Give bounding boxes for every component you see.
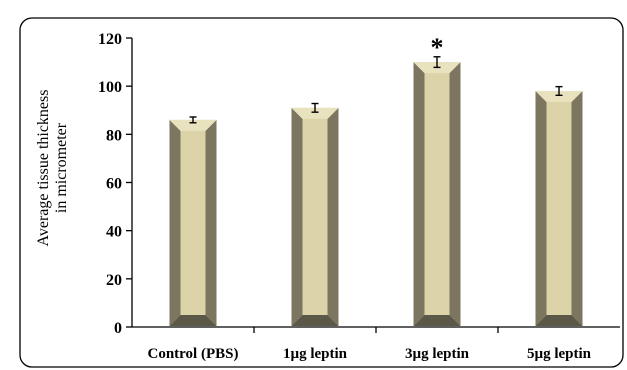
bar-top-bevel: [169, 119, 217, 131]
bar-side-right: [205, 119, 217, 326]
bar-side-right: [449, 62, 461, 326]
y-tick-label: 0: [114, 320, 122, 337]
x-category-label: 1µg leptin: [283, 346, 348, 362]
bar-side-right: [571, 90, 583, 326]
x-category-label: 5µg leptin: [527, 346, 592, 362]
y-tick-label: 20: [106, 272, 122, 289]
bar-top-bevel: [535, 90, 583, 102]
bar-group: [291, 102, 339, 326]
significance-asterisk: *: [431, 33, 444, 62]
y-axis-title-line-1: Average tissue thickness: [35, 90, 52, 247]
bar-side-right: [327, 107, 339, 326]
x-category-label: 3µg leptin: [405, 346, 470, 362]
chart-frame: [19, 17, 624, 368]
y-tick-label: 100: [98, 79, 122, 96]
bar-top-bevel: [291, 107, 339, 119]
bar-bottom-bevel: [413, 315, 461, 326]
bar-bottom-bevel: [291, 315, 339, 326]
y-tick-label: 120: [98, 31, 122, 48]
y-axis-title: Average tissue thickness in micrometer: [35, 90, 70, 247]
y-tick-label: 80: [106, 127, 122, 144]
y-axis-title-line-2: in micrometer: [53, 122, 70, 213]
y-tick-label: 40: [106, 224, 122, 241]
bar-bottom-bevel: [535, 315, 583, 326]
bar-side-left: [169, 119, 181, 326]
x-category-label: Control (PBS): [148, 346, 239, 362]
plot-area: 0 20 40 60 80 100 120 Control (PBS) 1µg leptin 3µ…: [98, 31, 620, 362]
y-tick-label: 60: [106, 176, 122, 193]
bar-side-left: [291, 107, 303, 326]
bar-group: [169, 116, 217, 326]
bar-bottom-bevel: [169, 315, 217, 326]
bar-group: [535, 85, 583, 326]
bar-side-left: [535, 90, 547, 326]
bar-side-left: [413, 62, 425, 326]
bar-group: [413, 56, 461, 326]
